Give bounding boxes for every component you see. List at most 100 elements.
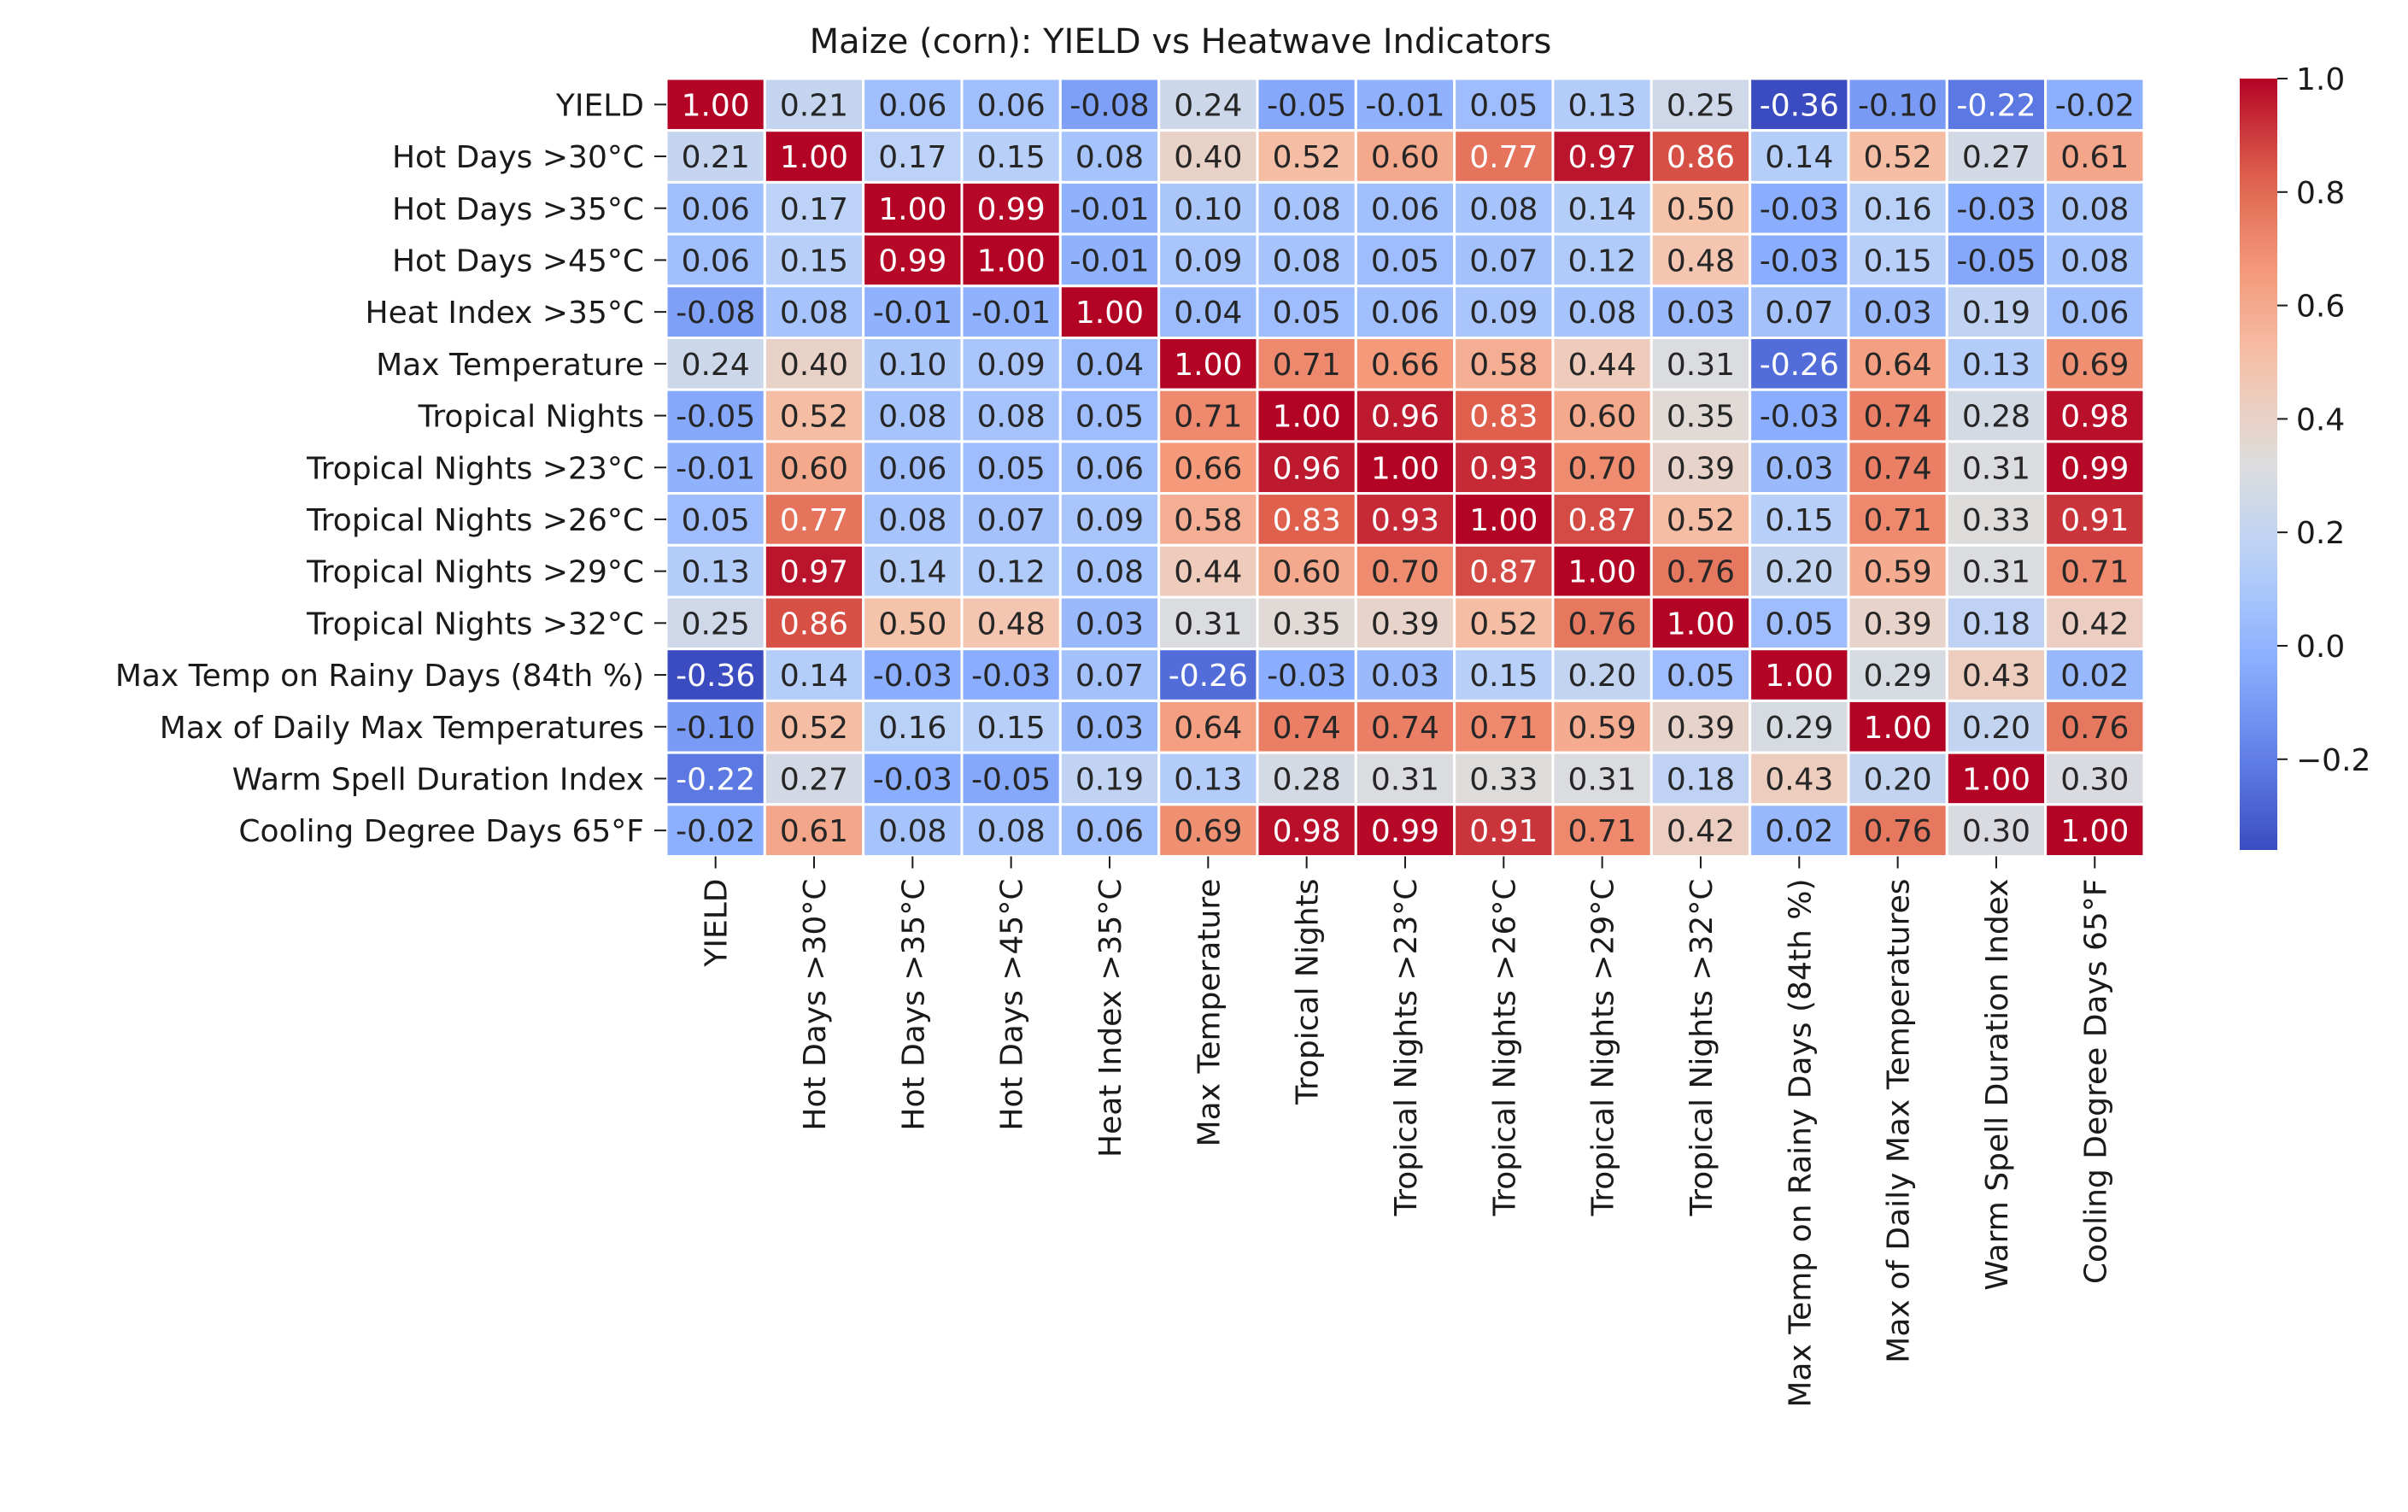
cell-value-label: 0.27 [780,762,848,797]
cell-value-label: 0.02 [1765,814,1833,849]
cell-value-label: 0.20 [1568,659,1637,694]
cell-value-label: 0.99 [2060,451,2129,486]
cell-value-label: -0.03 [1956,192,2036,227]
cell-value-label: 0.69 [1174,814,1242,849]
cell-value-label: 0.07 [1075,659,1144,694]
cell-value-label: 1.00 [1371,451,1439,486]
heatmap-cell [1256,699,1357,754]
heatmap-cell [2044,648,2146,702]
heatmap-cell [960,232,1062,288]
column-label: Tropical Nights >32°C [1684,878,1720,1216]
cell-value-label: 0.52 [1469,607,1538,642]
colorbar-tick-label: 0.2 [2296,516,2345,551]
heatmap-cell [1157,492,1259,547]
cell-value-label: 0.50 [878,607,946,642]
row-label: Tropical Nights >32°C [306,607,644,642]
heatmap-cell [1847,751,1948,806]
cell-value-label: -0.03 [1760,192,1839,227]
cell-value-label: 0.39 [1667,711,1735,746]
heatmap-cell [1058,388,1161,443]
cell-value-label: 0.35 [1273,607,1341,642]
cell-value-label: 0.29 [1864,659,1932,694]
heatmap-cell [1749,129,1850,184]
heatmap-cell [1354,492,1456,547]
heatmap-cell [1157,284,1259,339]
cell-value-label: 0.13 [1962,348,2030,383]
heatmap-cell [1354,543,1456,599]
cell-value-label: -0.02 [2055,88,2135,123]
cell-value-label: 0.07 [1469,243,1538,278]
heatmap-cell [1749,492,1850,547]
cell-value-label: 0.52 [780,711,848,746]
cell-value-label: 0.20 [1962,711,2030,746]
column-label: Hot Days >30°C [798,879,833,1131]
heatmap-cell [2044,440,2146,495]
heatmap-cell [1256,337,1357,391]
colorbar-tick-label: 0.0 [2296,630,2345,665]
cell-value-label: 0.05 [682,503,750,538]
cell-value-label: 0.06 [878,88,946,123]
cell-value-label: 0.03 [1667,296,1735,331]
cell-value-label: 0.15 [780,243,848,278]
cell-value-label: -0.01 [873,296,952,331]
cell-value-label: 0.52 [1273,140,1341,175]
heatmap-cell [1354,284,1456,339]
cell-value-label: 0.14 [1568,192,1637,227]
heatmap-cell [1256,803,1357,858]
heatmap-cells [665,77,2146,858]
cell-value-label: 0.08 [780,296,848,331]
cell-value-label: 0.28 [1962,400,2030,435]
cell-value-label: -0.01 [1365,88,1444,123]
cell-value-label: 0.39 [1864,607,1932,642]
cell-value-label: 0.20 [1864,762,1932,797]
cell-value-label: 0.31 [1371,762,1439,797]
cell-value-label: 0.02 [2060,659,2129,694]
heatmap-cell [665,648,766,702]
heatmap-cell [2044,492,2146,547]
heatmap-cell [763,492,865,547]
cell-value-label: -0.26 [1760,348,1839,383]
cell-value-label: 0.50 [1667,192,1735,227]
heatmap-cell [1453,388,1555,443]
cell-value-label: 0.05 [1075,400,1144,435]
cell-value-label: 0.31 [1568,762,1637,797]
column-label: Hot Days >35°C [896,879,931,1131]
heatmap-cell [1256,440,1357,495]
cell-value-label: -0.26 [1169,659,1248,694]
cell-value-label: 0.70 [1371,555,1439,590]
cell-value-label: -0.22 [1956,88,2036,123]
cell-value-label: 0.44 [1174,555,1242,590]
cell-value-label: 0.09 [1469,296,1538,331]
heatmap-cell [763,751,865,806]
cell-value-label: 0.29 [1765,711,1833,746]
cell-value-label: 0.08 [977,814,1046,849]
cell-value-label: -0.02 [676,814,755,849]
cell-value-label: 0.76 [1667,555,1735,590]
heatmap-cell [1256,751,1357,806]
cell-value-label: 0.09 [1075,503,1144,538]
cell-value-label: 0.30 [1962,814,2030,849]
row-label: Tropical Nights [418,400,644,435]
heatmap-cell [960,803,1062,858]
heatmap-cell [1157,337,1259,391]
row-label: Tropical Nights >29°C [306,555,644,590]
cell-value-label: 0.14 [780,659,848,694]
heatmap-cell [1157,803,1259,858]
heatmap-cell [1649,492,1752,547]
heatmap-cell [2044,284,2146,339]
heatmap-cell [1157,232,1259,288]
heatmap-cell [763,129,865,184]
cell-value-label: 0.71 [1273,348,1341,383]
column-label: Max Temperature [1192,879,1227,1147]
cell-value-label: -0.01 [1069,243,1149,278]
cell-value-label: -0.03 [873,659,952,694]
heatmap-cell [1945,77,2048,132]
cell-value-label: -0.10 [1858,88,1937,123]
cell-value-label: 0.97 [780,555,848,590]
heatmap-cell [1649,803,1752,858]
cell-value-label: 0.91 [1469,814,1538,849]
cell-value-label: 0.08 [1469,192,1538,227]
cell-value-label: 0.07 [1765,296,1833,331]
column-label: Tropical Nights [1291,879,1326,1105]
